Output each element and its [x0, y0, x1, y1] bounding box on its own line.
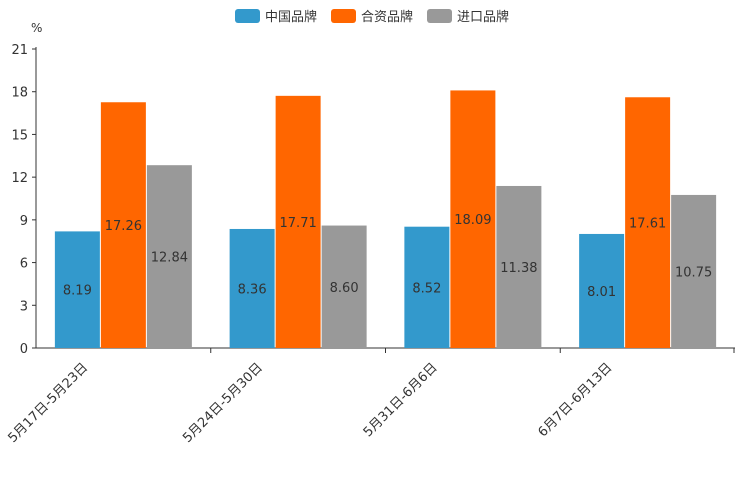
legend-swatch-import-brand [427, 8, 452, 23]
bar [54, 231, 100, 348]
bar [229, 228, 275, 348]
bar [450, 90, 496, 348]
x-tick-label: 5月31日-6月6日 [361, 360, 441, 440]
legend-swatch-joint-venture-brand [330, 8, 356, 23]
legend: 中国品牌 合资品牌 进口品牌 [0, 6, 744, 25]
legend-item-china-brand[interactable]: 中国品牌 [234, 6, 317, 25]
bar-value-label: 17.61 [629, 217, 666, 232]
bar-value-label: 10.75 [675, 265, 712, 280]
bar-value-label: 8.19 [63, 284, 92, 299]
y-tick-label: 18 [11, 86, 28, 101]
y-tick-label: 6 [20, 257, 28, 272]
x-tick-label: 6月7日-6月13日 [536, 360, 616, 440]
legend-item-joint-venture-brand[interactable]: 合资品牌 [330, 6, 413, 25]
bar [579, 233, 625, 348]
y-tick-label: 0 [20, 342, 28, 357]
legend-label-import-brand: 进口品牌 [457, 10, 510, 25]
bar-value-label: 17.26 [105, 219, 142, 234]
bar-value-label: 17.71 [280, 216, 317, 231]
bar-value-label: 12.84 [151, 251, 188, 266]
legend-item-import-brand[interactable]: 进口品牌 [427, 6, 509, 25]
y-tick-label: 15 [11, 128, 28, 143]
y-tick-label: 9 [20, 214, 28, 229]
x-tick-label: 5月24日-5月30日 [180, 360, 266, 446]
bar [404, 226, 450, 348]
bar-value-label: 18.09 [454, 213, 491, 228]
bar [671, 194, 717, 348]
y-axis-unit-label: % [31, 21, 43, 35]
bar [625, 97, 671, 348]
bar [146, 165, 192, 348]
legend-swatch-china-brand [234, 8, 260, 23]
legend-label-joint-venture-brand: 合资品牌 [360, 10, 413, 25]
y-tick-label: 3 [20, 299, 28, 314]
bar-value-label: 8.36 [238, 282, 267, 297]
bar-value-label: 11.38 [500, 261, 537, 276]
bar [100, 102, 146, 348]
bar [321, 225, 367, 348]
x-tick-label: 5月17日-5月23日 [5, 360, 91, 446]
y-tick-label: 12 [11, 171, 28, 186]
y-tick-label: 21 [11, 43, 28, 58]
legend-label-china-brand: 中国品牌 [264, 10, 317, 25]
bar [275, 95, 321, 349]
bar-value-label: 8.01 [587, 285, 616, 300]
bar-value-label: 8.60 [330, 281, 359, 296]
bar [496, 185, 542, 348]
bar-value-label: 8.52 [412, 281, 441, 296]
